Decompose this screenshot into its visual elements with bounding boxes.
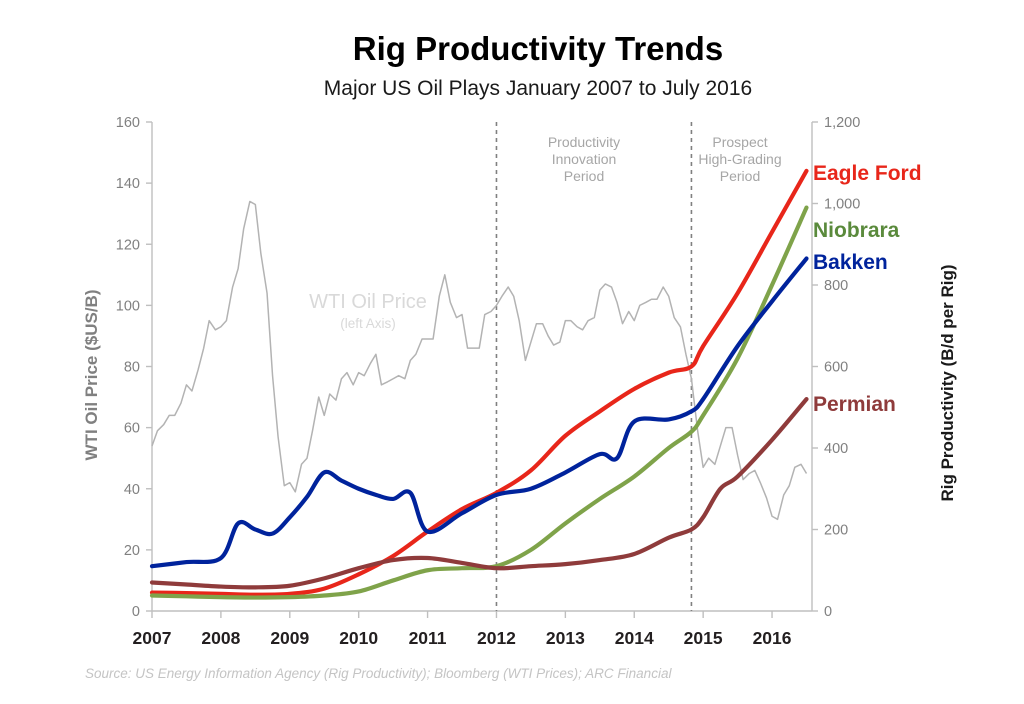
series-label-bakken: Bakken xyxy=(813,251,888,274)
right-tick-label: 800 xyxy=(824,278,848,294)
x-axis-year-label: 2008 xyxy=(201,628,240,648)
left-tick-label: 40 xyxy=(124,482,140,498)
period-1-annotation-line2: Innovation xyxy=(552,151,617,167)
x-axis-year-label: 2011 xyxy=(409,628,447,648)
source-note: Source: US Energy Information Agency (Ri… xyxy=(85,666,672,681)
period-2-annotation-line3: Period xyxy=(720,168,760,184)
right-tick-label: 1,000 xyxy=(824,197,860,213)
x-axis-year-label: 2016 xyxy=(753,628,792,648)
left-tick-label: 100 xyxy=(116,298,140,314)
right-axis: 0 200 400 600 800 1,000 1,200 xyxy=(811,115,860,620)
left-axis: 0 20 40 60 80 100 120 140 160 xyxy=(116,115,153,620)
x-axis-year-label: 2009 xyxy=(270,628,309,648)
series-line-wti-oil-price xyxy=(151,200,808,521)
right-tick-label: 1,200 xyxy=(824,115,860,131)
series-label-eagle-ford: Eagle Ford xyxy=(813,162,922,185)
x-axis-year-label: 2014 xyxy=(615,628,654,648)
x-axis-year-label: 2007 xyxy=(133,628,172,648)
x-axis-year-label: 2010 xyxy=(339,628,378,648)
right-axis-title: Rig Productivity (B/d per Rig) xyxy=(938,264,957,501)
x-axis-year-label: 2015 xyxy=(684,628,723,648)
series-line-bakken xyxy=(149,256,809,569)
left-tick-label: 60 xyxy=(124,421,140,437)
series-line-permian xyxy=(149,397,809,590)
x-axis-year-label: 2013 xyxy=(546,628,585,648)
x-axis: 2007 2008 2009 2010 2011 2012 2013 2014 2015 2016 xyxy=(133,610,812,648)
series-label-niobrara: Niobrara xyxy=(813,219,900,242)
chart-subtitle: Major US Oil Plays January 2007 to July … xyxy=(324,77,752,100)
right-tick-label: 0 xyxy=(824,604,832,620)
period-2-annotation-line1: Prospect xyxy=(712,134,767,150)
wti-annotation-sub: (left Axis) xyxy=(340,316,396,331)
left-tick-label: 160 xyxy=(116,115,140,131)
period-2-annotation-line2: High-Grading xyxy=(698,151,781,167)
left-tick-label: 0 xyxy=(132,604,140,620)
chart-title: Rig Productivity Trends xyxy=(353,30,723,67)
left-tick-label: 120 xyxy=(116,237,140,253)
x-axis-year-label: 2012 xyxy=(477,628,516,648)
period-dividers xyxy=(495,122,693,611)
right-tick-label: 200 xyxy=(824,523,848,539)
left-axis-title: WTI Oil Price ($US/B) xyxy=(82,290,101,461)
left-tick-label: 140 xyxy=(116,176,140,192)
left-tick-label: 20 xyxy=(124,543,140,559)
series-label-permian: Permian xyxy=(813,393,896,416)
series-line-niobrara xyxy=(149,205,809,600)
period-1-annotation-line3: Period xyxy=(564,168,604,184)
period-1-annotation-line1: Productivity xyxy=(548,134,620,150)
right-tick-label: 400 xyxy=(824,441,848,457)
left-tick-label: 80 xyxy=(124,360,140,376)
right-tick-label: 600 xyxy=(824,360,848,376)
series-lines xyxy=(149,168,809,600)
wti-annotation: WTI Oil Price xyxy=(309,291,427,313)
